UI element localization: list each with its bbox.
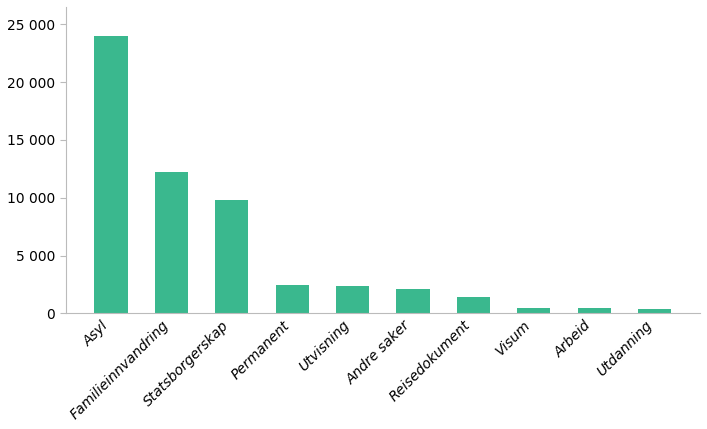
Bar <box>276 285 309 313</box>
Bar <box>638 309 671 313</box>
Bar <box>336 286 369 313</box>
Bar <box>95 36 128 313</box>
Bar <box>215 200 248 313</box>
Bar <box>518 308 551 313</box>
Bar <box>155 172 188 313</box>
Bar <box>397 289 430 313</box>
Bar <box>578 308 611 313</box>
Bar <box>457 297 490 313</box>
